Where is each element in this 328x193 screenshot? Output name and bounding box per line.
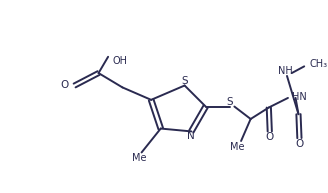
Text: Me: Me [133,153,147,163]
Text: HN: HN [292,92,307,102]
Text: OH: OH [113,56,128,66]
Text: O: O [266,132,274,142]
Text: N: N [187,131,195,141]
Text: S: S [226,97,233,107]
Text: O: O [295,139,303,149]
Text: S: S [181,76,188,86]
Text: NH: NH [278,66,293,76]
Text: O: O [61,80,69,90]
Text: Me: Me [230,142,244,152]
Text: CH₃: CH₃ [310,59,328,69]
